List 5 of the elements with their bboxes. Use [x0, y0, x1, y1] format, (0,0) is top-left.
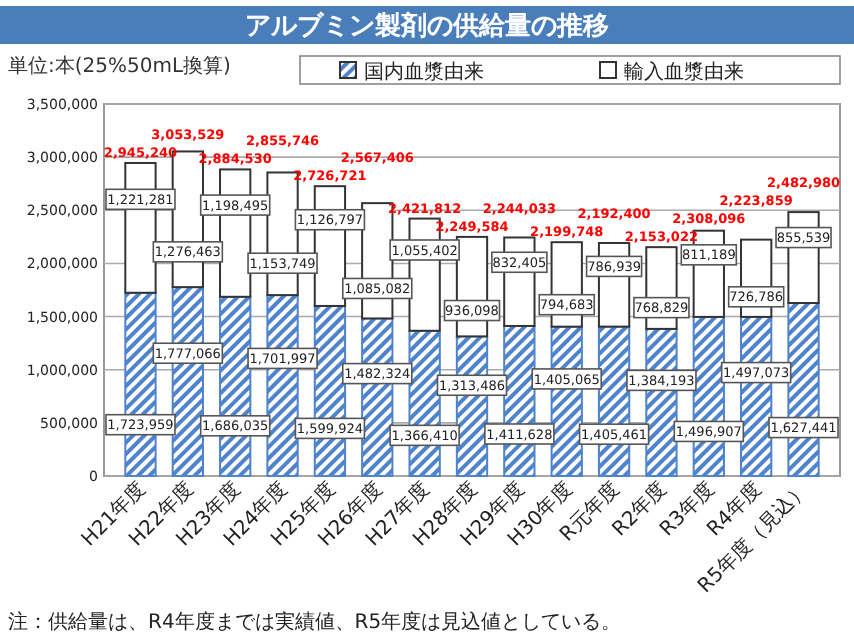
chart-subtitle: 単位:本(25%50mL換算): [8, 54, 232, 78]
chart-title: アルブミン製剤の供給量の推移: [245, 10, 609, 42]
text: 注：供給量は、R4年度までは実績値、R5年度は見込値としている。: [8, 610, 622, 634]
legend-label: 輸入血漿由来: [624, 60, 744, 84]
legend-label: 国内血漿由来: [364, 60, 484, 84]
